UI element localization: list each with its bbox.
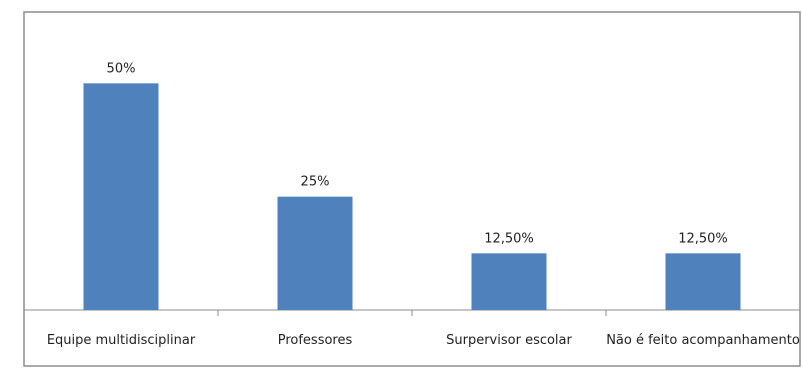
x-axis-ticks [23, 310, 801, 316]
data-label: 50% [107, 61, 136, 76]
category-label: Equipe multidisciplinar [47, 333, 196, 348]
bar [665, 253, 741, 310]
bars-group [83, 83, 741, 310]
bar [471, 253, 547, 310]
data-label: 12,50% [678, 231, 728, 246]
data-label: 12,50% [484, 231, 534, 246]
category-label: Professores [278, 333, 353, 348]
bar [83, 83, 159, 310]
category-labels-group: Equipe multidisciplinar Professores Surper… [47, 333, 800, 348]
data-labels-group: 50% 25% 12,50% 12,50% [107, 61, 728, 246]
category-label: Surpervisor escolar [446, 333, 572, 348]
bar [277, 196, 353, 310]
data-label: 25% [301, 175, 330, 190]
category-label: Não é feito acompanhamento [606, 333, 800, 348]
